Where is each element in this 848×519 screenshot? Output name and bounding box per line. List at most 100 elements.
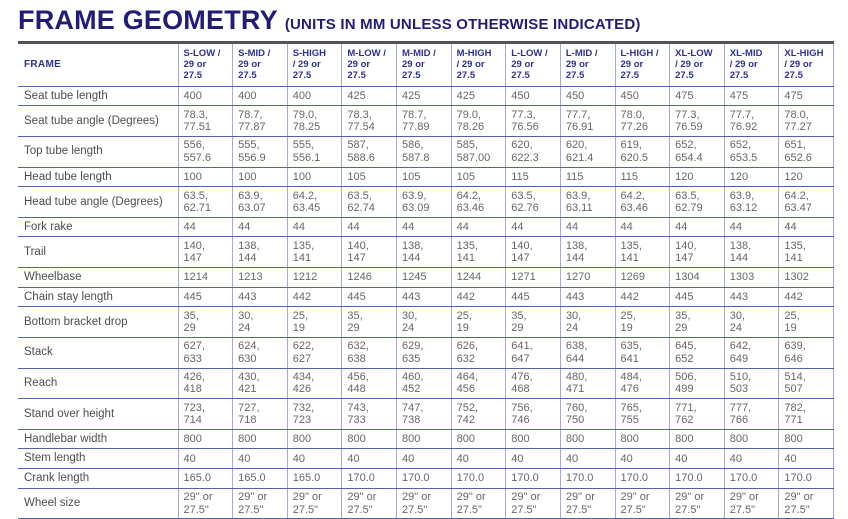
cell: 443 (723, 287, 779, 308)
cell: 641, 647 (505, 337, 561, 369)
cell: 140, 147 (177, 236, 233, 269)
cell: 450 (614, 86, 670, 107)
cell: 464, 456 (450, 368, 506, 400)
cell: 1244 (450, 267, 506, 288)
cell: 651, 652.6 (778, 136, 834, 168)
table-row: Chain stay length 445 443 442 445 443 442 445 44… (18, 287, 834, 308)
cell: 77.3, 76.56 (505, 105, 561, 137)
table-row: Top tube length 556, 557.6 555, 556.9 555, … (18, 136, 834, 168)
cell: 484, 476 (614, 368, 670, 400)
cell: 120 (669, 167, 725, 188)
cell: 63.5, 62.74 (341, 186, 397, 218)
cell: 1270 (559, 267, 615, 288)
cell: 77.3, 76.59 (669, 105, 725, 137)
cell: 29" or 27.5" (177, 488, 233, 519)
cell: 63.9, 63.11 (559, 186, 615, 218)
cell: 442 (778, 287, 834, 308)
column-header: XL-HIGH / 29 or 27.5 (778, 42, 834, 87)
cell: 64.2, 63.46 (614, 186, 670, 218)
cell: 652, 653.5 (723, 136, 779, 168)
row-label: Wheelbase (18, 267, 178, 288)
cell: 29" or 27.5" (723, 488, 779, 519)
cell: 115 (505, 167, 561, 188)
cell: 170.0 (723, 468, 779, 489)
cell: 622, 627 (286, 337, 342, 369)
cell: 135, 141 (286, 236, 342, 269)
cell: 624, 630 (232, 337, 288, 369)
cell: 64.2, 63.46 (450, 186, 506, 218)
cell: 556, 557.6 (177, 136, 233, 168)
column-header: L-HIGH / 29 or 27.5 (614, 42, 670, 87)
cell: 450 (505, 86, 561, 107)
cell: 35, 29 (341, 306, 397, 338)
cell: 1214 (177, 267, 233, 288)
table-row: Head tube angle (Degrees) 63.5, 62.71 63.9… (18, 186, 834, 218)
cell: 632, 638 (341, 337, 397, 369)
cell: 165.0 (286, 468, 342, 489)
cell: 450 (559, 86, 615, 107)
cell: 475 (778, 86, 834, 107)
row-label: Head tube angle (Degrees) (18, 186, 178, 218)
cell: 400 (177, 86, 233, 107)
cell: 35, 29 (669, 306, 725, 338)
cell: 506, 499 (669, 368, 725, 400)
table-row: Wheelbase 1214 1213 1212 1246 1245 1244 1271 127… (18, 267, 834, 288)
cell: 29" or 27.5" (505, 488, 561, 519)
cell: 800 (286, 429, 342, 450)
cell: 100 (232, 167, 288, 188)
cell: 765, 755 (614, 398, 670, 430)
cell: 475 (723, 86, 779, 107)
page-title-units-note: (UNITS IN MM UNLESS OTHERWISE INDICATED) (284, 16, 641, 33)
column-header: XL-MID / 29 or 27.5 (723, 42, 779, 87)
cell: 629, 635 (396, 337, 452, 369)
cell: 480, 471 (559, 368, 615, 400)
cell: 135, 141 (450, 236, 506, 269)
row-label: Fork rake (18, 217, 178, 238)
table-row: Bottom bracket drop 35, 29 30, 24 25, 19 35,… (18, 306, 834, 338)
cell: 140, 147 (669, 236, 725, 269)
cell: 63.9, 63.12 (723, 186, 779, 218)
row-label: Stem length (18, 448, 178, 470)
cell: 760, 750 (559, 398, 615, 430)
row-label: Chain stay length (18, 287, 178, 308)
cell: 120 (723, 167, 779, 188)
cell: 619, 620.5 (614, 136, 670, 168)
table-row: Head tube length 100 100 100 105 105 105 115 115… (18, 167, 834, 188)
cell: 44 (341, 217, 397, 238)
cell: 135, 141 (614, 236, 670, 269)
cell: 40 (286, 448, 342, 470)
cell: 44 (505, 217, 561, 238)
cell: 25, 19 (286, 306, 342, 338)
cell: 138, 144 (559, 236, 615, 269)
table-row: Reach 426, 418 430, 421 434, 426 456, 448 460… (18, 368, 834, 400)
cell: 723, 714 (177, 398, 233, 430)
cell: 25, 19 (614, 306, 670, 338)
cell: 456, 448 (341, 368, 397, 400)
cell: 800 (450, 429, 506, 450)
cell: 78.0, 77.26 (614, 105, 670, 137)
cell: 445 (505, 287, 561, 308)
cell: 40 (341, 448, 397, 470)
cell: 78.3, 77.54 (341, 105, 397, 137)
table-row: Fork rake 44 44 44 44 44 44 44 44 44 44 44 44 (18, 217, 834, 238)
row-label: Reach (18, 368, 178, 400)
cell: 445 (669, 287, 725, 308)
cell: 585, 587.00 (450, 136, 506, 168)
cell: 44 (177, 217, 233, 238)
row-label: Bottom bracket drop (18, 306, 178, 338)
cell: 100 (177, 167, 233, 188)
cell: 800 (778, 429, 834, 450)
cell: 1271 (505, 267, 561, 288)
cell: 426, 418 (177, 368, 233, 400)
cell: 40 (723, 448, 779, 470)
cell: 44 (559, 217, 615, 238)
cell: 620, 621.4 (559, 136, 615, 168)
cell: 476, 468 (505, 368, 561, 400)
cell: 442 (614, 287, 670, 308)
cell: 138, 144 (723, 236, 779, 269)
column-header: L-MID / 29 or 27.5 (559, 42, 615, 87)
cell: 30, 24 (723, 306, 779, 338)
frame-column-header: FRAME (18, 42, 178, 87)
table-row: Stand over height 723, 714 727, 718 732, 72… (18, 398, 834, 430)
